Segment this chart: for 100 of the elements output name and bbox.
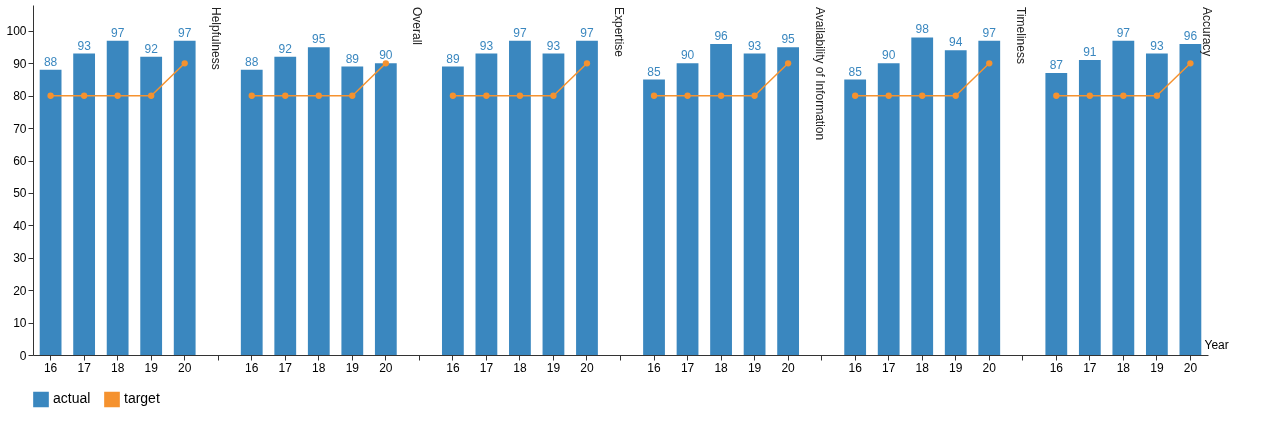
bar <box>542 53 565 355</box>
x-tick-label: 18 <box>312 360 326 375</box>
x-tick-label: 18 <box>513 360 527 375</box>
bar <box>173 40 196 355</box>
x-tick-label: 17 <box>882 360 896 375</box>
x-tick-label: 18 <box>110 360 125 375</box>
data-label: 93 <box>77 38 92 53</box>
x-tick-label: 19 <box>1150 360 1164 375</box>
x-tick-label: 17 <box>479 360 494 375</box>
y-tick-label: 80 <box>13 89 27 104</box>
x-axis-title: Year <box>1204 337 1229 352</box>
data-label: 96 <box>714 28 729 43</box>
y-tick-label: 90 <box>13 56 27 71</box>
bar <box>106 40 129 355</box>
x-tick-label: 20 <box>982 360 997 375</box>
data-label: 90 <box>680 48 695 63</box>
bar <box>1179 43 1202 355</box>
data-label: 90 <box>379 48 393 63</box>
bar <box>777 47 800 355</box>
x-tick-label: 16 <box>245 360 259 375</box>
bar <box>978 40 1001 355</box>
y-tick-label: 40 <box>13 218 27 233</box>
x-tick-label: 20 <box>781 360 796 375</box>
data-label: 88 <box>245 54 259 69</box>
bar <box>274 56 297 355</box>
x-tick-label: 16 <box>848 360 863 375</box>
x-tick-label: 18 <box>915 360 930 375</box>
y-tick-label: 10 <box>13 316 27 331</box>
x-tick-label: 19 <box>949 360 963 375</box>
data-label: 85 <box>647 64 662 79</box>
data-label: 87 <box>1049 58 1064 73</box>
y-tick-label: 30 <box>13 251 27 266</box>
bar <box>1045 73 1068 355</box>
x-tick-label: 18 <box>1116 360 1131 375</box>
bar <box>944 50 967 355</box>
data-label: 93 <box>1150 38 1164 53</box>
data-label: 97 <box>1116 25 1131 40</box>
data-label: 91 <box>1083 45 1097 60</box>
data-label: 96 <box>1183 28 1198 43</box>
x-tick-label: 20 <box>379 360 393 375</box>
bar <box>676 63 699 355</box>
bar <box>509 40 531 355</box>
bar <box>710 43 732 355</box>
bar <box>475 53 498 355</box>
x-tick-label: 17 <box>1083 360 1097 375</box>
bar <box>1145 53 1168 355</box>
data-label: 93 <box>546 38 561 53</box>
bar <box>1078 60 1101 355</box>
bar <box>877 63 900 355</box>
data-label: 93 <box>747 38 762 53</box>
x-tick-label: 20 <box>1183 360 1198 375</box>
x-tick-label: 19 <box>144 360 159 375</box>
data-label: 94 <box>949 35 963 50</box>
bar <box>341 66 364 355</box>
data-label: 97 <box>178 25 192 40</box>
x-tick-label: 17 <box>278 360 293 375</box>
x-tick-label: 17 <box>680 360 695 375</box>
bar <box>441 66 464 355</box>
x-tick-label: 19 <box>546 360 561 375</box>
data-label: 92 <box>278 41 293 56</box>
bar <box>307 47 330 355</box>
x-tick-label: 19 <box>747 360 762 375</box>
bar <box>911 37 934 355</box>
bar <box>1112 40 1135 355</box>
annotation: Expertise <box>611 7 626 58</box>
data-label: 89 <box>345 51 360 66</box>
data-label: 90 <box>882 48 896 63</box>
bar <box>240 69 263 355</box>
legend-label: actual <box>53 390 91 407</box>
data-label: 97 <box>580 25 594 40</box>
x-tick-label: 19 <box>345 360 360 375</box>
bar <box>576 40 598 355</box>
x-tick-label: 20 <box>580 360 594 375</box>
y-tick-label: 20 <box>13 283 27 298</box>
data-label: 93 <box>479 38 494 53</box>
data-label: 98 <box>915 22 930 37</box>
data-label: 97 <box>513 25 527 40</box>
data-label: 97 <box>982 25 997 40</box>
data-label: 88 <box>43 54 58 69</box>
x-tick-label: 16 <box>43 360 58 375</box>
bar <box>39 69 62 355</box>
bar <box>743 53 766 355</box>
y-tick-label: 100 <box>6 24 27 39</box>
y-tick-label: 70 <box>13 121 27 136</box>
data-label: 85 <box>848 64 863 79</box>
x-tick-label: 17 <box>77 360 92 375</box>
x-tick-label: 18 <box>714 360 729 375</box>
x-tick-label: 16 <box>647 360 662 375</box>
data-label: 92 <box>144 41 159 56</box>
bar <box>73 53 96 355</box>
data-label: 89 <box>446 51 460 66</box>
y-tick-label: 50 <box>13 186 27 201</box>
annotation: Overall <box>410 7 425 46</box>
bar <box>140 56 163 355</box>
bar <box>643 79 665 355</box>
bar <box>374 63 397 355</box>
annotation: Availability of Information <box>812 7 827 141</box>
annotation: Accuracy <box>1200 7 1214 57</box>
bar <box>844 79 867 355</box>
annotation: Timeliness <box>1013 7 1028 64</box>
